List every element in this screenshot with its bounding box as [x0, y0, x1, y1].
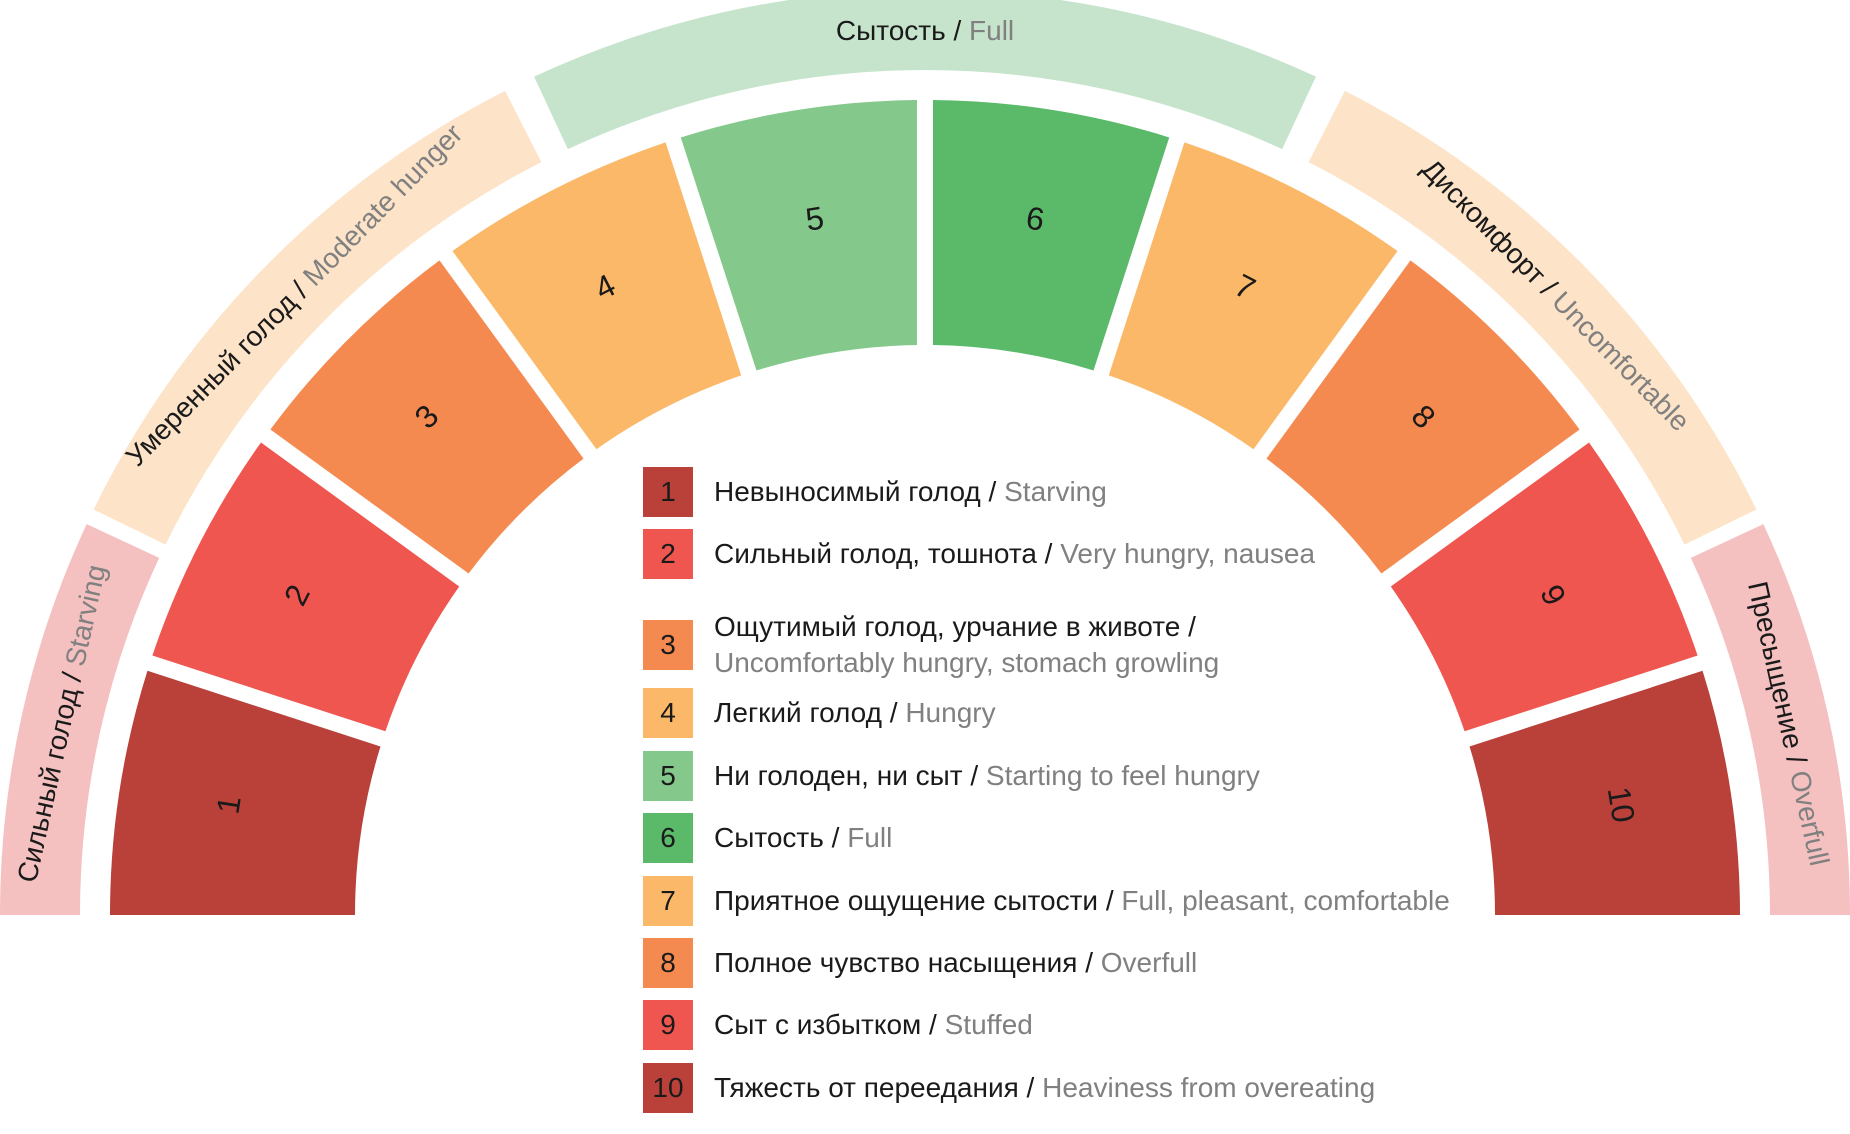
legend-item: 5 Ни голоден, ни сыт / Starting to feel …	[643, 751, 1260, 801]
segment-number: 5	[803, 200, 826, 238]
legend-label-ru: Легкий голод	[714, 697, 882, 728]
legend-number: 8	[660, 947, 676, 978]
legend-number: 1	[660, 476, 676, 507]
legend-number: 4	[660, 697, 676, 728]
scale-segment-5	[680, 100, 917, 371]
legend-swatch: 2	[643, 529, 693, 579]
legend-label-en: Stuffed	[944, 1009, 1033, 1040]
legend-item: 8 Полное чувство насыщения / Overfull	[643, 938, 1197, 988]
legend-label-en: Full, pleasant, comfortable	[1121, 885, 1450, 916]
legend-separator: /	[1098, 885, 1122, 916]
legend-label: Невыносимый голод / Starving	[714, 474, 1107, 510]
legend-number: 10	[652, 1072, 684, 1103]
legend-swatch: 9	[643, 1000, 693, 1050]
legend-label-ru: Ни голоден, ни сыт	[714, 760, 963, 791]
legend-label-ru: Сытость	[714, 822, 824, 853]
scale-segment-8	[1266, 260, 1580, 574]
legend-label-ru: Ощутимый голод, урчание в животе	[714, 611, 1181, 642]
legend-number: 9	[660, 1009, 676, 1040]
scale-segment-7	[1108, 142, 1398, 450]
legend-separator: /	[1077, 947, 1101, 978]
legend-swatch: 6	[643, 813, 693, 863]
legend-label: Полное чувство насыщения / Overfull	[714, 945, 1197, 981]
legend-separator: /	[962, 760, 986, 791]
legend-swatch: 8	[643, 938, 693, 988]
legend-label-ru: Полное чувство насыщения	[714, 947, 1078, 978]
legend-label-en: Starving	[1004, 476, 1107, 507]
legend-number: 3	[660, 629, 676, 660]
legend-separator: /	[1180, 611, 1196, 642]
legend-label-en: Hungry	[905, 697, 996, 728]
legend-separator: /	[881, 697, 906, 728]
group-band	[93, 90, 542, 545]
legend-swatch: 5	[643, 751, 693, 801]
legend-label-en: Starting to feel hungry	[985, 760, 1260, 791]
legend-label-ru: Невыносимый голод	[714, 476, 981, 507]
legend-label-en: Heaviness from overeating	[1042, 1072, 1376, 1103]
scale-segment-6	[933, 100, 1170, 371]
legend-swatch: 1	[643, 467, 693, 517]
legend-label: Сытость / Full	[714, 820, 892, 856]
group-band	[1690, 524, 1850, 915]
legend-item: 10 Тяжесть от переедания / Heaviness fro…	[643, 1063, 1375, 1113]
legend-separator: /	[921, 1009, 945, 1040]
legend-label: Легкий голод / Hungry	[714, 695, 996, 731]
group-band	[0, 524, 160, 915]
legend-label: Сыт с избытком / Stuffed	[714, 1007, 1033, 1043]
legend-label-ru: Сильный голод, тошнота	[714, 538, 1037, 569]
scale-segment-9	[1390, 442, 1698, 732]
legend-label: Приятное ощущение сытости / Full, pleasa…	[714, 883, 1450, 919]
group-label-en: Full	[969, 15, 1014, 46]
segment-number: 6	[1024, 200, 1047, 238]
legend-number: 2	[660, 538, 676, 569]
legend-label: Ощутимый голод, урчание в животе / Uncom…	[714, 609, 1219, 681]
legend-separator: /	[1018, 1072, 1043, 1103]
scale-segment-4	[452, 142, 742, 450]
legend-label-en: Overfull	[1100, 947, 1198, 978]
legend-item: 3 Ощутимый голод, урчание в животе / Unc…	[643, 609, 1219, 681]
scale-segment-3	[270, 260, 584, 574]
legend-item: 4 Легкий голод / Hungry	[643, 688, 996, 738]
group-band	[1308, 90, 1757, 545]
legend-label-en: Very hungry, nausea	[1060, 538, 1316, 569]
legend-swatch: 7	[643, 876, 693, 926]
legend-item: 7 Приятное ощущение сытости / Full, plea…	[643, 876, 1450, 926]
legend-label: Сильный голод, тошнота / Very hungry, na…	[714, 536, 1315, 572]
legend-label: Ни голоден, ни сыт / Starting to feel hu…	[714, 758, 1260, 794]
legend-separator: /	[980, 476, 1005, 507]
legend-label-ru: Тяжесть от переедания	[714, 1072, 1019, 1103]
legend-item: 9 Сыт с избытком / Stuffed	[643, 1000, 1033, 1050]
legend-number: 5	[660, 760, 676, 791]
legend-label-en: Full	[847, 822, 893, 853]
legend-swatch: 3	[643, 620, 693, 670]
segment-number: 10	[1601, 784, 1642, 825]
group-band	[534, 0, 1316, 150]
segment-number: 1	[210, 793, 248, 816]
group-label-ru: Сытость /	[836, 15, 969, 46]
legend-separator: /	[823, 822, 848, 853]
group-label: Сытость / Full	[836, 15, 1014, 46]
scale-segment-10	[1469, 670, 1740, 915]
legend-label-ru: Сыт с избытком	[714, 1009, 922, 1040]
legend-item: 2 Сильный голод, тошнота / Very hungry, …	[643, 529, 1315, 579]
legend-swatch: 10	[643, 1063, 693, 1113]
legend-number: 7	[660, 885, 676, 916]
legend-label: Тяжесть от переедания / Heaviness from o…	[714, 1070, 1375, 1106]
legend-number: 6	[660, 822, 676, 853]
legend-item: 6 Сытость / Full	[643, 813, 892, 863]
scale-segment-1	[110, 670, 381, 915]
legend-label-ru: Приятное ощущение сытости	[714, 885, 1099, 916]
legend-separator: /	[1036, 538, 1061, 569]
legend-item: 1 Невыносимый голод / Starving	[643, 467, 1107, 517]
legend-label-en: Uncomfortably hungry, stomach growling	[714, 647, 1220, 678]
legend-swatch: 4	[643, 688, 693, 738]
scale-segment-2	[152, 442, 460, 732]
